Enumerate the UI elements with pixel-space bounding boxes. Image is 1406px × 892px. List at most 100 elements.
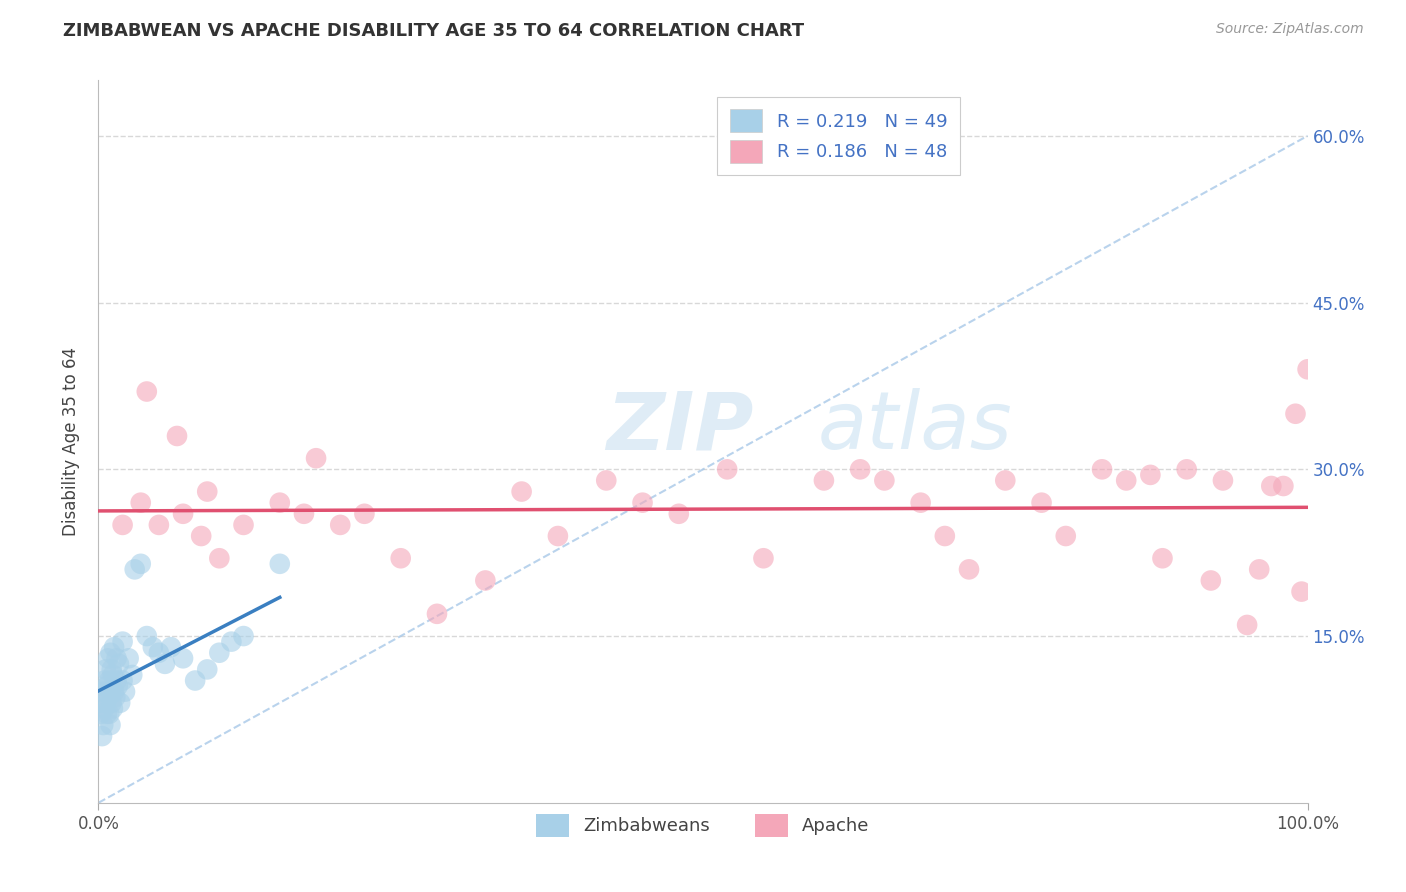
Point (98, 673, 121, 688)
Point (752, 551, 775, 566)
Point (111, 634, 134, 648)
Point (148, 646, 170, 660)
Point (668, 507, 690, 521)
Point (103, 684, 125, 698)
Point (114, 684, 136, 698)
Point (1249, 562, 1271, 576)
Point (108, 696, 131, 710)
Point (148, 517, 170, 532)
Point (172, 651, 194, 665)
Point (329, 517, 352, 532)
Point (1236, 618, 1258, 632)
Point (166, 429, 188, 443)
Point (142, 640, 165, 655)
Point (1212, 474, 1234, 488)
Point (994, 474, 1017, 488)
Point (118, 651, 141, 665)
Point (1115, 474, 1137, 488)
Y-axis label: Disability Age 35 to 64: Disability Age 35 to 64 (62, 347, 80, 536)
Point (94, 696, 117, 710)
Point (1139, 467, 1161, 482)
Point (305, 451, 328, 466)
Point (90, 706, 112, 721)
Point (93, 701, 115, 715)
Point (910, 496, 932, 510)
Text: ZIP: ZIP (606, 388, 754, 467)
Point (208, 646, 231, 660)
Point (1296, 362, 1319, 376)
Point (129, 496, 152, 510)
Point (269, 496, 291, 510)
Point (124, 562, 146, 576)
Point (96, 679, 118, 693)
Point (104, 690, 127, 705)
Point (100, 646, 122, 660)
Point (934, 529, 956, 543)
Point (232, 629, 254, 643)
Point (195, 484, 218, 499)
Point (121, 668, 143, 682)
Point (849, 462, 872, 476)
Point (873, 474, 896, 488)
Point (100, 696, 122, 710)
Point (107, 679, 129, 693)
Text: ZIMBABWEAN VS APACHE DISABILITY AGE 35 TO 64 CORRELATION CHART: ZIMBABWEAN VS APACHE DISABILITY AGE 35 T… (63, 22, 804, 40)
Point (91, 684, 114, 698)
Point (101, 701, 124, 715)
Point (716, 462, 738, 476)
Point (389, 551, 412, 566)
Point (105, 673, 128, 688)
Point (631, 496, 654, 510)
Point (426, 607, 449, 621)
Point (1175, 462, 1198, 476)
Point (957, 562, 980, 576)
Point (1260, 479, 1282, 493)
Point (160, 640, 183, 655)
Point (93, 673, 115, 688)
Point (135, 629, 157, 643)
Point (97, 690, 120, 705)
Point (100, 718, 122, 732)
Point (353, 507, 375, 521)
Point (172, 507, 194, 521)
Point (547, 529, 569, 543)
Point (105, 651, 128, 665)
Point (1199, 574, 1222, 588)
Point (91, 718, 114, 732)
Point (98, 706, 121, 721)
Point (91, 729, 114, 743)
Point (100, 684, 122, 698)
Text: Source: ZipAtlas.com: Source: ZipAtlas.com (1216, 22, 1364, 37)
Point (103, 640, 125, 655)
Point (97, 651, 120, 665)
Point (111, 517, 134, 532)
Point (269, 557, 291, 571)
Point (190, 529, 212, 543)
Point (813, 474, 835, 488)
Point (108, 657, 131, 671)
Point (1091, 462, 1114, 476)
Point (1291, 584, 1313, 599)
Point (91, 696, 114, 710)
Point (184, 673, 207, 688)
Point (135, 384, 157, 399)
Point (100, 662, 122, 676)
Text: atlas: atlas (818, 388, 1012, 467)
Point (221, 634, 243, 648)
Point (1054, 529, 1077, 543)
Point (232, 517, 254, 532)
Point (208, 551, 231, 566)
Point (1031, 496, 1053, 510)
Point (101, 668, 124, 682)
Point (292, 507, 315, 521)
Point (595, 474, 617, 488)
Point (1284, 407, 1306, 421)
Point (474, 574, 496, 588)
Point (96, 706, 118, 721)
Point (1272, 479, 1295, 493)
Point (195, 662, 218, 676)
Point (153, 657, 176, 671)
Point (94, 662, 117, 676)
Point (510, 484, 533, 499)
Point (111, 673, 134, 688)
